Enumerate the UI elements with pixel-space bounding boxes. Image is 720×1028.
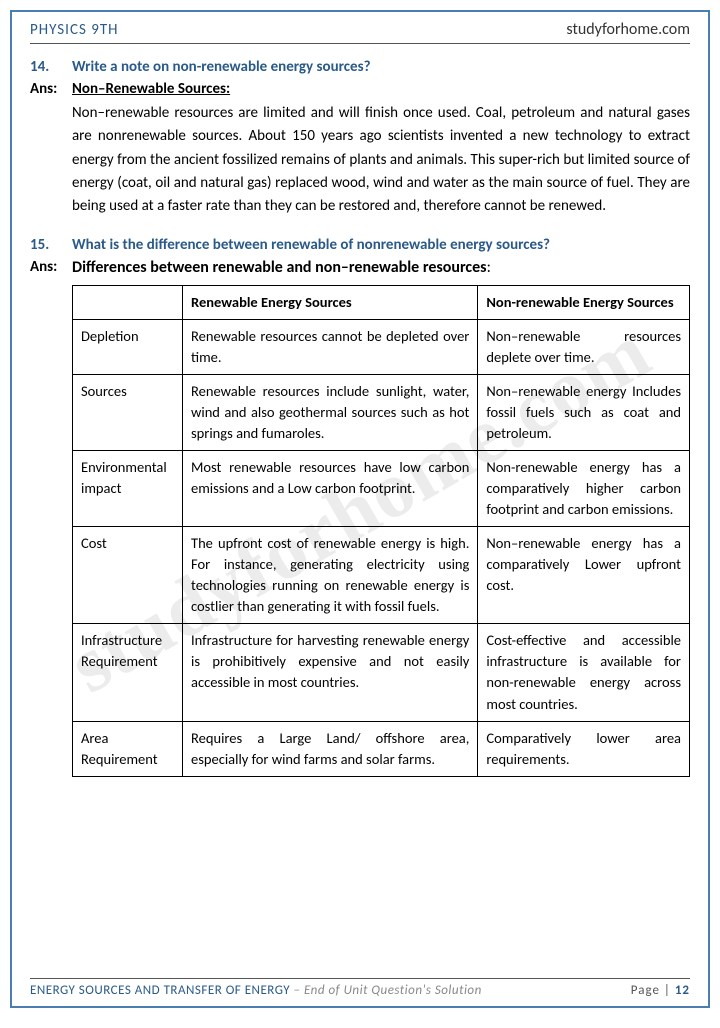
cell-nonrenewable: Non–renewable energy has a comparatively… [478, 527, 690, 624]
table-row: SourcesRenewable resources include sunli… [73, 375, 690, 451]
answer-heading-line: Ans: Differences between renewable and n… [30, 258, 690, 277]
cell-renewable: Renewable resources cannot be depleted o… [183, 320, 478, 375]
answer-heading: Non–Renewable Sources: [72, 80, 230, 98]
cell-nonrenewable: Non-renewable energy has a comparatively… [478, 451, 690, 527]
page-frame: studyforhome.com PHYSICS 9TH studyforhom… [10, 10, 710, 1008]
question-line: 15. What is the difference between renew… [30, 236, 690, 254]
header-site: studyforhome.com [566, 20, 690, 39]
answer-label: Ans: [30, 80, 72, 98]
cell-renewable: Infrastructure for harvesting renewable … [183, 624, 478, 721]
table-header-empty [73, 286, 183, 320]
answer-label: Ans: [30, 258, 72, 276]
table-header-renewable: Renewable Energy Sources [183, 286, 478, 320]
comparison-table: Renewable Energy Sources Non-renewable E… [72, 285, 690, 776]
answer-heading-line: Ans: Non–Renewable Sources: [30, 80, 690, 98]
table-row: DepletionRenewable resources cannot be d… [73, 320, 690, 375]
page-header: PHYSICS 9TH studyforhome.com [30, 12, 690, 44]
page-label: Page | [631, 983, 671, 998]
row-label: Environmental impact [73, 451, 183, 527]
answer-heading: Differences between renewable and non–re… [72, 258, 491, 277]
cell-nonrenewable: Non–renewable energy Includes fossil fue… [478, 375, 690, 451]
cell-nonrenewable: Cost-effective and accessible infrastruc… [478, 624, 690, 721]
question-text: Write a note on non-renewable energy sou… [72, 58, 371, 76]
cell-renewable: Renewable resources include sunlight, wa… [183, 375, 478, 451]
footer-title: ENERGY SOURCES AND TRANSFER OF ENERGY – … [30, 983, 482, 998]
table-header-row: Renewable Energy Sources Non-renewable E… [73, 286, 690, 320]
question-15-block: 15. What is the difference between renew… [30, 236, 690, 776]
table-header-nonrenewable: Non-renewable Energy Sources [478, 286, 690, 320]
table-row: Area RequirementRequires a Large Land/ o… [73, 721, 690, 776]
footer-subtitle: – End of Unit Question's Solution [290, 983, 482, 998]
table-row: CostThe upfront cost of renewable energy… [73, 527, 690, 624]
cell-renewable: Requires a Large Land/ offshore area, es… [183, 721, 478, 776]
footer-chapter: ENERGY SOURCES AND TRANSFER OF ENERGY [30, 983, 290, 998]
row-label: Sources [73, 375, 183, 451]
footer-page: Page | 12 [631, 983, 690, 998]
question-text: What is the difference between renewable… [72, 236, 550, 254]
table-row: Infrastructure RequirementInfrastructure… [73, 624, 690, 721]
page-content: PHYSICS 9TH studyforhome.com 14. Write a… [30, 12, 690, 777]
answer-body: Non–renewable resources are limited and … [72, 102, 690, 218]
row-label: Depletion [73, 320, 183, 375]
cell-renewable: The upfront cost of renewable energy is … [183, 527, 478, 624]
comparison-table-wrap: Renewable Energy Sources Non-renewable E… [72, 285, 690, 776]
page-number: 12 [675, 983, 690, 998]
row-label: Cost [73, 527, 183, 624]
question-number: 14. [30, 58, 72, 76]
question-number: 15. [30, 236, 72, 254]
header-subject: PHYSICS 9TH [30, 21, 119, 39]
cell-nonrenewable: Non–renewable resources deplete over tim… [478, 320, 690, 375]
table-row: Environmental impactMost renewable resou… [73, 451, 690, 527]
question-line: 14. Write a note on non-renewable energy… [30, 58, 690, 76]
cell-renewable: Most renewable resources have low carbon… [183, 451, 478, 527]
row-label: Area Requirement [73, 721, 183, 776]
page-footer: ENERGY SOURCES AND TRANSFER OF ENERGY – … [30, 978, 690, 998]
question-14-block: 14. Write a note on non-renewable energy… [30, 58, 690, 218]
cell-nonrenewable: Comparatively lower area requirements. [478, 721, 690, 776]
row-label: Infrastructure Requirement [73, 624, 183, 721]
